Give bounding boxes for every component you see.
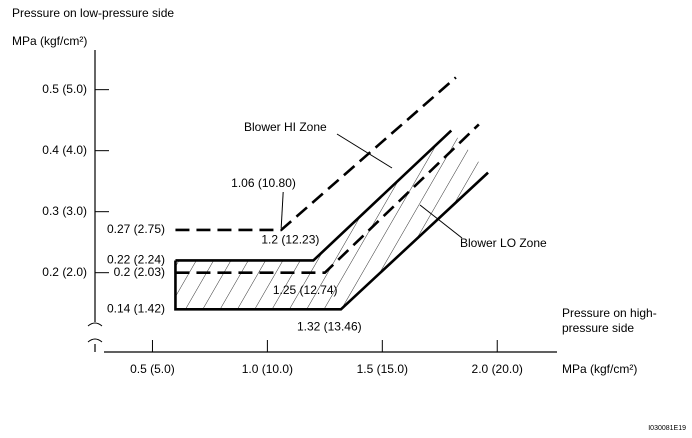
pressure-line — [175, 129, 453, 262]
zone-label: Blower LO Zone — [460, 236, 547, 250]
level-label: 0.22 (2.24) — [107, 253, 165, 267]
x-title: Pressure on high- — [562, 306, 657, 320]
x-tick-label: 1.5 (15.0) — [357, 362, 408, 376]
y-tick-label: 0.4 (4.0) — [42, 143, 87, 157]
leader-line — [336, 133, 393, 169]
pressure-line — [175, 76, 457, 232]
axis-break — [87, 322, 103, 343]
y-tick-label: 0.2 (2.0) — [42, 265, 87, 279]
x-tick-label: 2.0 (20.0) — [472, 362, 523, 376]
corner-label: 1.2 (12.23) — [261, 233, 319, 247]
x-tick-label: 0.5 (5.0) — [130, 362, 175, 376]
leader-line — [280, 191, 284, 229]
corner-label: 1.25 (12.74) — [273, 283, 338, 297]
level-label: 0.27 (2.75) — [107, 222, 165, 236]
zone-label: Blower HI Zone — [244, 120, 327, 134]
level-label: 0.14 (1.42) — [107, 301, 165, 315]
corner-label: 1.06 (10.80) — [231, 176, 296, 190]
x-tick-label: 1.0 (10.0) — [242, 362, 293, 376]
x-title: pressure side — [562, 321, 634, 335]
lo-zone-hatch — [175, 130, 489, 310]
y-tick-label: 0.3 (3.0) — [42, 204, 87, 218]
y-title: Pressure on low-pressure side — [12, 6, 174, 20]
y-tick-label: 0.5 (5.0) — [42, 82, 87, 96]
pressure-line — [174, 171, 489, 311]
level-label: 0.2 (2.03) — [114, 265, 165, 279]
figure-code: I030081E19 — [648, 425, 686, 432]
pressure-line — [175, 123, 480, 274]
corner-label: 1.32 (13.46) — [297, 319, 362, 333]
y-unit: MPa (kgf/cm²) — [12, 34, 87, 48]
x-unit: MPa (kgf/cm²) — [562, 362, 637, 376]
